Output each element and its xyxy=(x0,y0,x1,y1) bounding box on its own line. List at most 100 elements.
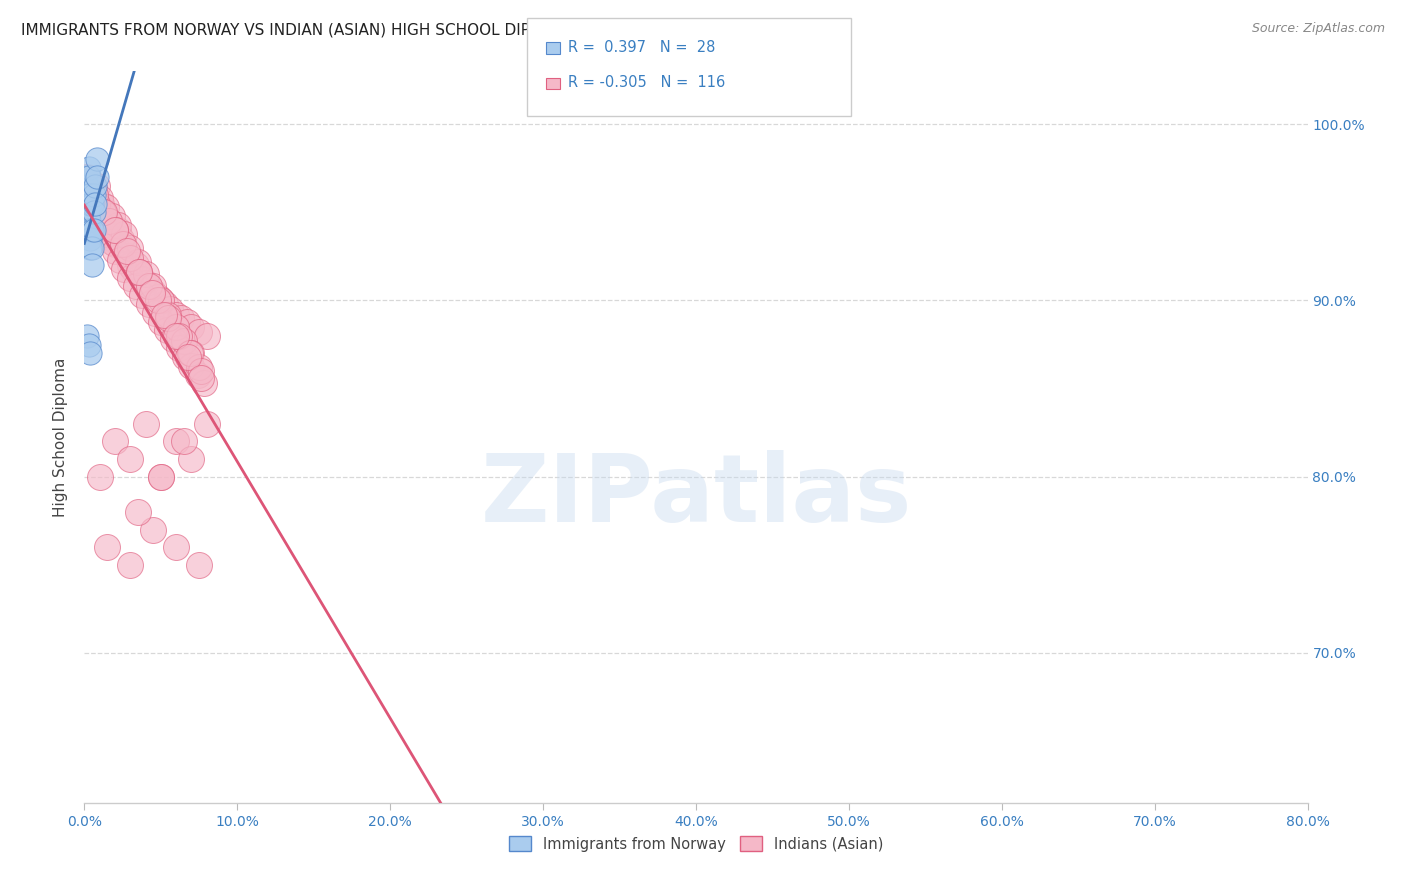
Point xyxy=(157,308,180,322)
Point xyxy=(80,258,103,272)
Point xyxy=(128,265,150,279)
Point xyxy=(165,328,187,343)
Point xyxy=(115,244,138,259)
Point xyxy=(167,328,190,343)
Point xyxy=(149,469,172,483)
Point xyxy=(120,558,142,572)
Point xyxy=(86,170,108,185)
Point xyxy=(76,196,98,211)
Point xyxy=(77,170,100,185)
Point xyxy=(77,187,100,202)
Point xyxy=(122,261,145,276)
Point xyxy=(83,205,105,219)
Point xyxy=(79,187,101,202)
Point xyxy=(142,523,165,537)
Point xyxy=(79,187,101,202)
Point xyxy=(165,434,187,449)
Point xyxy=(195,417,218,431)
Point xyxy=(104,244,127,259)
Point xyxy=(83,187,105,202)
Point xyxy=(77,214,100,228)
Point xyxy=(143,306,166,320)
Point xyxy=(155,297,177,311)
Point xyxy=(120,452,142,467)
Point xyxy=(80,223,103,237)
Point xyxy=(138,297,160,311)
Text: Source: ZipAtlas.com: Source: ZipAtlas.com xyxy=(1251,22,1385,36)
Point xyxy=(80,191,103,205)
Point xyxy=(193,376,215,391)
Point xyxy=(125,279,148,293)
Point xyxy=(89,469,111,483)
Point xyxy=(174,350,197,364)
Point xyxy=(142,279,165,293)
Point xyxy=(167,341,190,355)
Point xyxy=(111,237,134,252)
Point xyxy=(79,232,101,246)
Point xyxy=(138,279,160,293)
Point xyxy=(76,170,98,185)
Point xyxy=(157,311,180,326)
Point xyxy=(84,187,107,202)
Point xyxy=(77,223,100,237)
Point xyxy=(91,218,114,232)
Point xyxy=(176,315,198,329)
Point xyxy=(135,276,157,290)
Point xyxy=(89,205,111,219)
Point xyxy=(173,334,195,348)
Point xyxy=(153,308,176,322)
Point xyxy=(76,328,98,343)
Text: R = -0.305   N =  116: R = -0.305 N = 116 xyxy=(568,76,725,90)
Point xyxy=(96,227,118,241)
Point xyxy=(131,288,153,302)
Point xyxy=(80,191,103,205)
Point xyxy=(149,315,172,329)
Point xyxy=(79,187,101,202)
Point xyxy=(141,286,163,301)
Point xyxy=(86,200,108,214)
Point xyxy=(104,223,127,237)
Text: IMMIGRANTS FROM NORWAY VS INDIAN (ASIAN) HIGH SCHOOL DIPLOMA CORRELATION CHART: IMMIGRANTS FROM NORWAY VS INDIAN (ASIAN)… xyxy=(21,22,744,37)
Point xyxy=(165,540,187,554)
Point xyxy=(97,214,120,228)
Point xyxy=(83,223,105,237)
Point xyxy=(79,196,101,211)
Point xyxy=(83,182,105,196)
Point xyxy=(165,320,187,334)
Point xyxy=(80,241,103,255)
Point xyxy=(138,279,160,293)
Text: R =  0.397   N =  28: R = 0.397 N = 28 xyxy=(568,40,716,54)
Point xyxy=(156,323,179,337)
Point xyxy=(120,241,142,255)
Point xyxy=(180,359,202,373)
Point xyxy=(162,332,184,346)
Point xyxy=(77,174,100,188)
Point xyxy=(186,368,208,382)
Point xyxy=(84,196,107,211)
Point xyxy=(135,267,157,281)
Point xyxy=(190,371,212,385)
Point xyxy=(180,320,202,334)
Point xyxy=(142,285,165,299)
Point xyxy=(86,153,108,167)
Point xyxy=(112,227,135,241)
Point xyxy=(125,258,148,272)
Point xyxy=(101,209,124,223)
Point xyxy=(128,265,150,279)
Point xyxy=(89,209,111,223)
Point xyxy=(110,232,132,246)
Point xyxy=(107,218,129,232)
Point xyxy=(188,360,211,375)
Point xyxy=(91,205,114,219)
Point xyxy=(128,267,150,281)
Point xyxy=(86,178,108,193)
Point xyxy=(146,293,169,308)
Point xyxy=(135,417,157,431)
Point xyxy=(177,350,200,364)
Point xyxy=(120,251,142,265)
Point xyxy=(77,205,100,219)
Point xyxy=(146,290,169,304)
Point xyxy=(94,200,117,214)
Point xyxy=(93,214,115,228)
Point xyxy=(89,191,111,205)
